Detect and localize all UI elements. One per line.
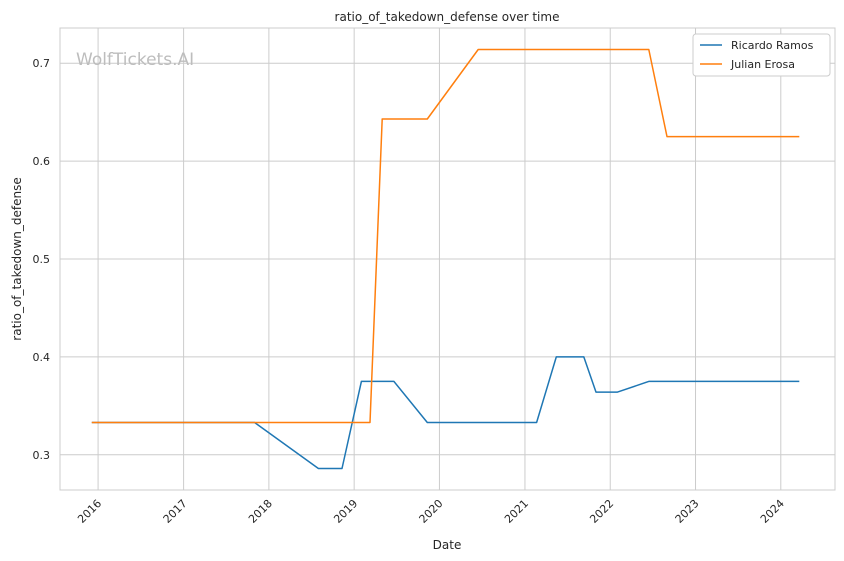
chart-title: ratio_of_takedown_defense over time [335, 10, 560, 24]
plot-frame [59, 27, 836, 491]
y-tick-label: 0.3 [33, 449, 51, 462]
series-line-ricardo-ramos [91, 356, 800, 470]
y-axis-title: ratio_of_takedown_defense [10, 177, 24, 340]
x-axis-title: Date [433, 538, 462, 552]
legend: Ricardo Ramos Julian Erosa [692, 33, 831, 77]
y-tick-label: 0.4 [33, 351, 51, 364]
legend-label-ricardo-ramos: Ricardo Ramos [731, 39, 814, 52]
legend-box [692, 33, 831, 77]
series-group [91, 48, 800, 470]
legend-label-julian-erosa: Julian Erosa [730, 58, 795, 71]
watermark-text: WolfTickets.AI [76, 50, 194, 70]
y-tick-label: 0.6 [33, 155, 51, 168]
series-line-julian-erosa [91, 48, 800, 424]
y-tick-label: 0.5 [33, 253, 51, 266]
y-tick-label: 0.7 [33, 57, 51, 70]
